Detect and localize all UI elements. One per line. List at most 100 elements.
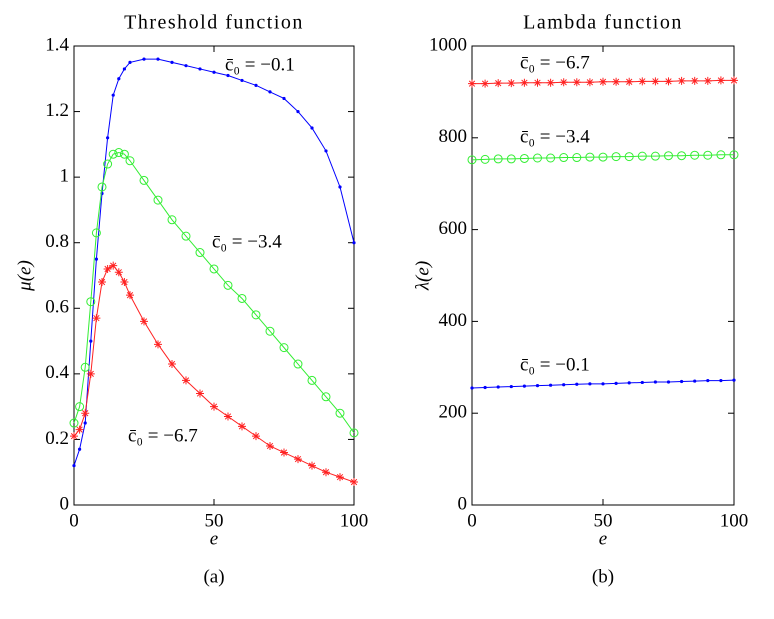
- chart-title: Threshold function: [124, 12, 304, 34]
- point: [493, 154, 503, 164]
- chart-title: Lambda function: [523, 12, 683, 34]
- point: [142, 57, 146, 61]
- point: [637, 151, 647, 161]
- point: [114, 148, 124, 158]
- y-tick-label: 1000: [429, 34, 467, 55]
- x-tick-label: 0: [467, 510, 477, 531]
- point: [106, 136, 110, 140]
- series-label: c̄₀ = −3.4: [212, 231, 282, 252]
- point: [308, 461, 316, 470]
- point: [254, 83, 258, 87]
- point: [307, 375, 317, 385]
- point: [266, 441, 274, 450]
- point: [468, 79, 476, 88]
- y-tick-label: 1.2: [45, 100, 69, 121]
- y-axis-label: λ(e): [412, 261, 433, 291]
- point: [324, 149, 328, 153]
- y-tick-label: 200: [439, 402, 468, 423]
- point: [80, 362, 90, 372]
- y-tick-label: 800: [439, 126, 468, 147]
- point: [119, 149, 129, 159]
- point: [156, 57, 160, 61]
- point: [240, 78, 244, 83]
- y-tick-label: 0.2: [45, 428, 69, 449]
- point: [483, 385, 487, 390]
- point: [496, 385, 500, 389]
- point: [86, 369, 95, 378]
- point: [223, 280, 233, 290]
- point: [78, 447, 82, 451]
- point: [559, 78, 568, 87]
- point: [75, 402, 85, 412]
- point: [611, 152, 621, 162]
- point: [238, 422, 246, 431]
- point: [730, 76, 738, 85]
- point: [625, 77, 634, 86]
- x-tick-label: 100: [720, 510, 749, 531]
- point: [296, 109, 300, 114]
- point: [664, 151, 673, 161]
- point: [575, 382, 579, 386]
- point: [650, 151, 660, 161]
- point: [716, 76, 725, 85]
- point: [467, 155, 477, 165]
- point: [83, 421, 87, 425]
- y-tick-label: 1.4: [45, 34, 69, 55]
- point: [666, 380, 671, 384]
- x-tick-label: 0: [69, 510, 79, 531]
- y-tick-label: 0: [60, 493, 70, 514]
- point: [111, 93, 115, 97]
- point: [470, 386, 474, 390]
- y-tick-label: 0.6: [45, 297, 69, 318]
- point: [98, 278, 106, 287]
- point: [562, 383, 566, 387]
- point: [651, 77, 660, 86]
- series-label: c̄₀ = −6.7: [520, 52, 590, 73]
- point: [680, 379, 684, 384]
- point: [706, 379, 710, 383]
- point: [716, 150, 726, 160]
- point: [572, 78, 581, 87]
- point: [664, 77, 673, 86]
- point: [310, 126, 314, 130]
- point: [294, 455, 302, 464]
- point: [690, 76, 699, 85]
- point: [612, 77, 621, 86]
- caption: (a): [203, 566, 224, 587]
- point: [265, 326, 275, 336]
- point: [94, 257, 98, 261]
- point: [321, 392, 331, 402]
- point: [168, 360, 176, 369]
- point: [507, 79, 516, 88]
- x-axis-label: e: [210, 528, 218, 549]
- point: [125, 156, 135, 166]
- point: [140, 317, 148, 326]
- point: [184, 64, 188, 68]
- point: [481, 79, 490, 88]
- x-axis-label: e: [599, 528, 607, 549]
- point: [627, 381, 631, 385]
- caption: (b): [592, 566, 614, 587]
- point: [533, 153, 542, 163]
- point: [268, 90, 272, 94]
- point: [89, 339, 93, 343]
- point: [154, 340, 162, 349]
- point: [535, 384, 540, 388]
- point: [598, 152, 608, 162]
- point: [128, 60, 132, 64]
- x-tick-label: 50: [205, 510, 224, 531]
- point: [677, 151, 687, 161]
- point: [210, 402, 218, 411]
- point: [519, 153, 529, 163]
- point: [585, 78, 594, 87]
- point: [640, 380, 644, 385]
- point: [226, 73, 230, 78]
- point: [546, 78, 555, 87]
- point: [195, 248, 205, 258]
- point: [732, 378, 736, 382]
- point: [167, 215, 177, 225]
- point: [480, 154, 490, 164]
- point: [336, 473, 344, 482]
- point: [170, 60, 174, 64]
- point: [719, 379, 723, 383]
